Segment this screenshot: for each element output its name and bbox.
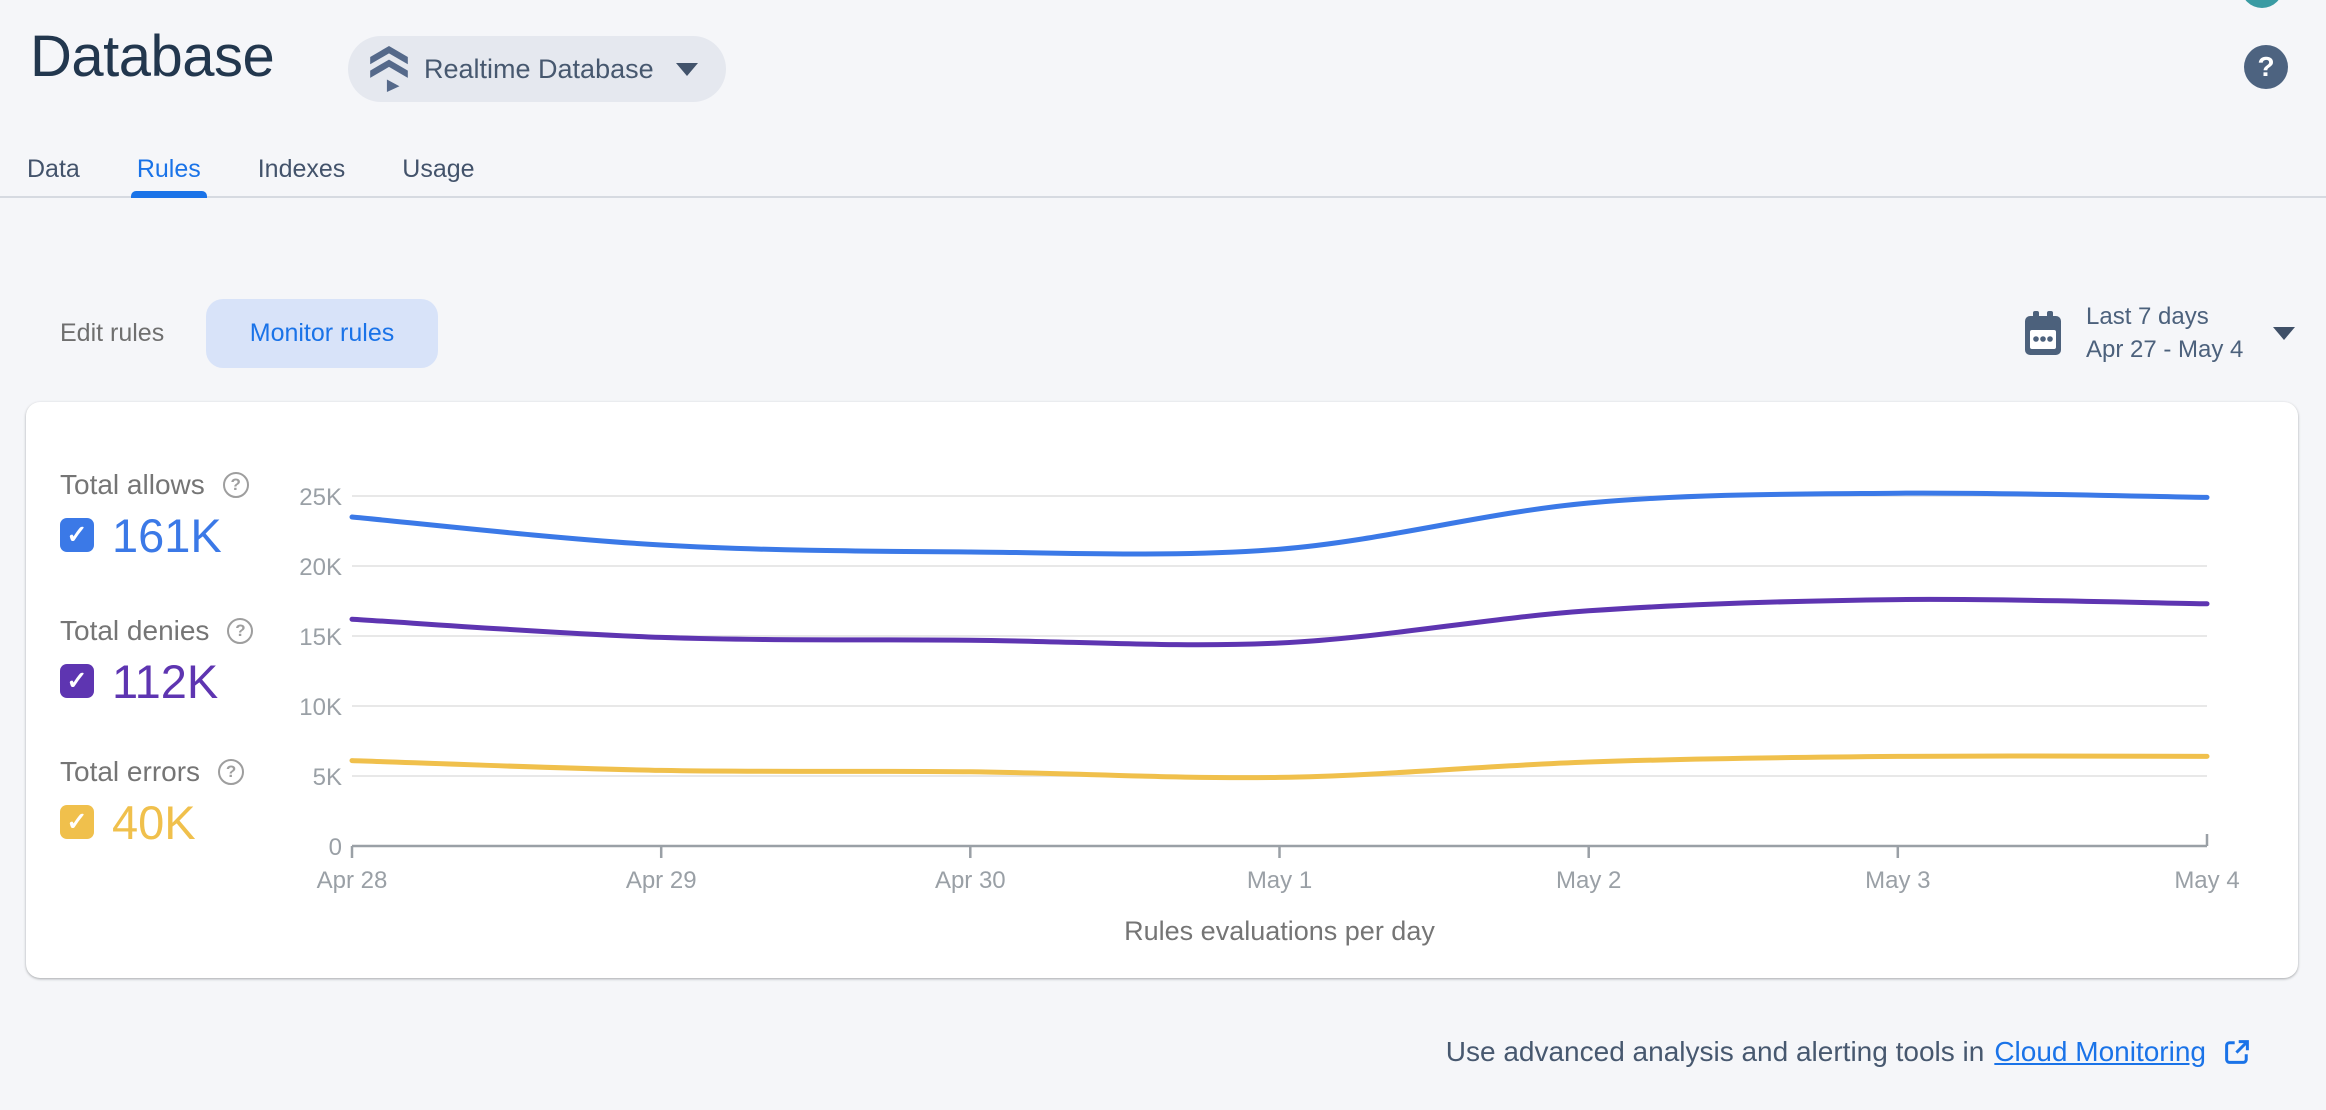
calendar-icon [2022,309,2064,357]
arrow-drop-down-icon [2273,326,2296,340]
denies-total-value: 112K [112,654,219,708]
chevron-down-icon [675,62,698,76]
page-title: Database [30,24,275,89]
legend-label: Total denies [60,615,210,646]
help-circle-icon[interactable]: ? [218,759,245,785]
footer-note: Use advanced analysis and alerting tools… [1446,1036,2252,1068]
realtime-database-icon [370,46,408,92]
allows-total-value: 161K [112,508,222,562]
tab-usage[interactable]: Usage [402,154,475,183]
date-range-text: Last 7 days Apr 27 - May 4 [2086,300,2243,366]
help-button[interactable]: ? [2244,45,2288,89]
denies-checkbox[interactable]: ✓ [60,664,94,698]
legend-total-errors: Total errors ? ✓ 40K [60,755,245,849]
footer-text: Use advanced analysis and alerting tools… [1445,1036,1985,1067]
tab-rules[interactable]: Rules [130,140,207,198]
database-selector-chip[interactable]: Realtime Database [348,36,726,102]
date-range-dates: Apr 27 - May 4 [2086,336,2244,363]
tab-bar: Data Rules Indexes Usage [27,140,475,198]
tab-data[interactable]: Data [27,154,80,183]
open-in-new-icon [2222,1037,2252,1067]
legend-label: Total errors [60,756,201,787]
tab-indexes[interactable]: Indexes [257,154,346,183]
help-circle-icon[interactable]: ? [222,472,249,498]
legend-total-denies: Total denies ? ✓ 112K [60,614,254,708]
monitor-rules-card: Total allows ? ✓ 161K Total denies ? ✓ 1… [26,402,2298,978]
errors-checkbox[interactable]: ✓ [60,805,94,839]
help-circle-icon[interactable]: ? [227,618,254,644]
date-range-preset: Last 7 days [2086,303,2209,330]
edit-rules-button[interactable]: Edit rules [60,319,165,347]
legend-label: Total allows [60,469,205,500]
allows-checkbox[interactable]: ✓ [60,518,94,552]
database-selector-label: Realtime Database [424,53,654,84]
errors-total-value: 40K [112,795,196,849]
cloud-monitoring-link[interactable]: Cloud Monitoring [1994,1036,2206,1067]
monitor-rules-button[interactable]: Monitor rules [206,299,438,368]
user-avatar[interactable] [2241,0,2283,8]
legend-total-allows: Total allows ? ✓ 161K [60,468,249,562]
date-range-selector[interactable]: Last 7 days Apr 27 - May 4 [2022,298,2296,368]
tabs-divider [0,196,2326,198]
